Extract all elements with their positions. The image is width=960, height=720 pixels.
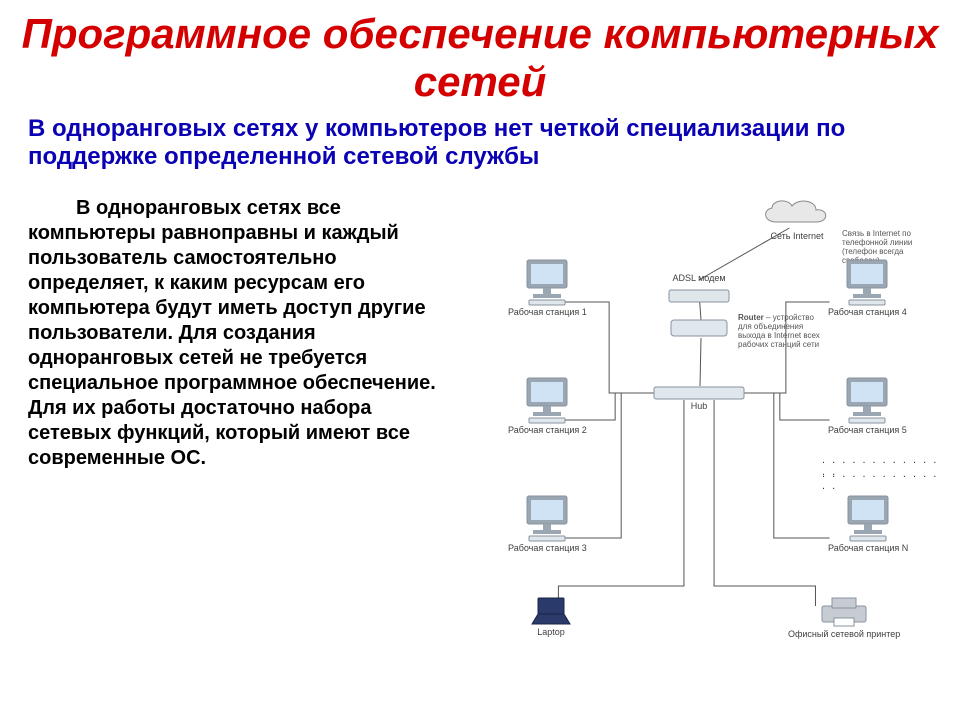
router-label: Router (738, 313, 764, 322)
ellipsis-dots: . . . . . . . . . . . . . . (822, 468, 940, 492)
laptop-icon (528, 596, 574, 626)
workstation-5: Рабочая станция 5 (828, 376, 907, 436)
router-node (670, 318, 728, 338)
laptop-label: Laptop (537, 628, 565, 638)
monitor-icon (842, 494, 894, 542)
workstation-3: Рабочая станция 3 (508, 494, 587, 554)
workstation-4: Рабочая станция 4 (828, 258, 907, 318)
content-row: В одноранговых сетях все компьютеры равн… (0, 180, 960, 666)
network-diagram: Сеть Internet Связь в Internet по телефо… (458, 186, 940, 666)
workstation-label: Рабочая станция 2 (508, 426, 587, 436)
slide-subtitle: В одноранговых сетях у компьютеров нет ч… (0, 111, 960, 181)
workstation-label: Рабочая станция 1 (508, 308, 587, 318)
router-side-label: Router – устройство для объединения выхо… (738, 314, 828, 349)
hub-node: Hub (653, 386, 745, 412)
cloud-label: Сеть Internet (770, 232, 823, 242)
hub-icon (653, 386, 745, 400)
printer-label: Офисный сетевой принтер (788, 630, 900, 640)
printer-icon (818, 596, 870, 628)
printer-node: Офисный сетевой принтер (788, 596, 900, 640)
modem-node: ADSL модем (668, 274, 730, 304)
modem-icon (668, 286, 730, 304)
workstation-label: Рабочая станция 3 (508, 544, 587, 554)
slide-title: Программное обеспечение компьютерных сет… (0, 0, 960, 111)
workstation-n: Рабочая станция N (828, 494, 908, 554)
cloud-icon (758, 194, 836, 230)
monitor-icon (521, 258, 573, 306)
modem-label: ADSL модем (672, 274, 725, 284)
body-text: В одноранговых сетях все компьютеры равн… (28, 186, 458, 666)
cloud-node: Сеть Internet (758, 194, 836, 242)
router-icon (670, 318, 728, 338)
monitor-icon (841, 376, 893, 424)
workstation-label: Рабочая станция 4 (828, 308, 907, 318)
laptop-node: Laptop (528, 596, 574, 638)
hub-label: Hub (691, 402, 708, 412)
workstation-label: Рабочая станция 5 (828, 426, 907, 436)
workstation-1: Рабочая станция 1 (508, 258, 587, 318)
monitor-icon (841, 258, 893, 306)
workstation-label: Рабочая станция N (828, 544, 908, 554)
workstation-2: Рабочая станция 2 (508, 376, 587, 436)
monitor-icon (521, 376, 573, 424)
monitor-icon (521, 494, 573, 542)
